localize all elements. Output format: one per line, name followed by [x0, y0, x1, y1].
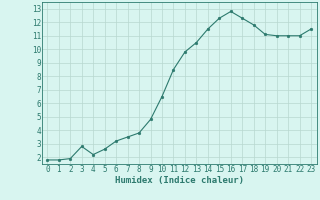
X-axis label: Humidex (Indice chaleur): Humidex (Indice chaleur) — [115, 176, 244, 185]
